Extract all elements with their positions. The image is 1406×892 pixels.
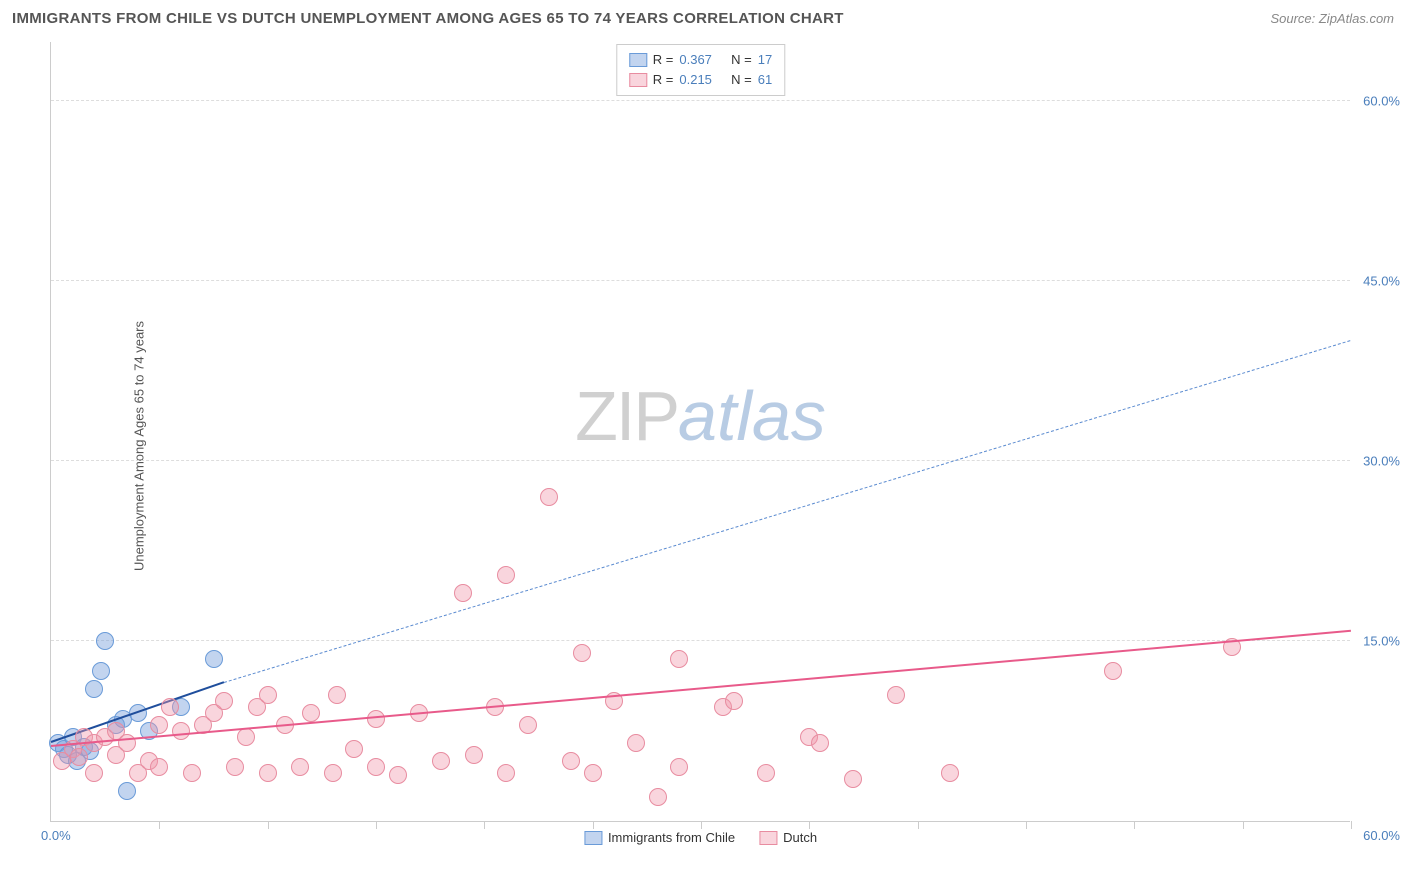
legend-stats-row-chile: R = 0.367 N = 17 <box>629 50 772 70</box>
scatter-point-chile <box>85 680 103 698</box>
scatter-point-dutch <box>237 728 255 746</box>
scatter-point-dutch <box>519 716 537 734</box>
swatch-chile-icon <box>629 53 647 67</box>
trend-line <box>51 629 1351 746</box>
x-axis-max-label: 60.0% <box>1363 828 1400 843</box>
legend-label-dutch: Dutch <box>783 830 817 845</box>
scatter-point-dutch <box>573 644 591 662</box>
scatter-point-dutch <box>259 764 277 782</box>
legend-stats-row-dutch: R = 0.215 N = 61 <box>629 70 772 90</box>
scatter-point-chile <box>92 662 110 680</box>
scatter-point-dutch <box>70 748 88 766</box>
scatter-point-dutch <box>562 752 580 770</box>
swatch-dutch-icon <box>629 73 647 87</box>
gridline <box>51 640 1350 641</box>
scatter-point-dutch <box>389 766 407 784</box>
x-tick <box>1134 821 1135 829</box>
scatter-point-dutch <box>183 764 201 782</box>
scatter-point-dutch <box>324 764 342 782</box>
r-label: R = <box>653 70 674 90</box>
n-label: N = <box>731 70 752 90</box>
gridline <box>51 460 1350 461</box>
x-tick <box>1026 821 1027 829</box>
legend-label-chile: Immigrants from Chile <box>608 830 735 845</box>
scatter-point-dutch <box>811 734 829 752</box>
r-value-dutch: 0.215 <box>679 70 712 90</box>
scatter-point-dutch <box>887 686 905 704</box>
scatter-point-dutch <box>725 692 743 710</box>
x-tick <box>268 821 269 829</box>
scatter-point-dutch <box>941 764 959 782</box>
watermark-atlas: atlas <box>678 377 826 455</box>
n-value-chile: 17 <box>758 50 772 70</box>
scatter-point-dutch <box>757 764 775 782</box>
watermark: ZIPatlas <box>575 376 826 456</box>
gridline <box>51 280 1350 281</box>
y-tick-label: 45.0% <box>1355 274 1400 289</box>
x-tick <box>1351 821 1352 829</box>
scatter-point-dutch <box>367 710 385 728</box>
scatter-point-dutch <box>259 686 277 704</box>
x-tick <box>159 821 160 829</box>
x-tick <box>376 821 377 829</box>
scatter-point-dutch <box>670 650 688 668</box>
scatter-point-chile <box>96 632 114 650</box>
gridline <box>51 100 1350 101</box>
scatter-point-dutch <box>497 566 515 584</box>
scatter-point-dutch <box>844 770 862 788</box>
x-tick <box>918 821 919 829</box>
scatter-point-dutch <box>172 722 190 740</box>
scatter-point-dutch <box>291 758 309 776</box>
scatter-point-dutch <box>584 764 602 782</box>
n-label: N = <box>731 50 752 70</box>
x-tick <box>593 821 594 829</box>
scatter-point-dutch <box>150 758 168 776</box>
x-axis-min-label: 0.0% <box>41 828 71 843</box>
scatter-point-dutch <box>367 758 385 776</box>
y-tick-label: 60.0% <box>1355 94 1400 109</box>
scatter-point-dutch <box>328 686 346 704</box>
scatter-point-dutch <box>540 488 558 506</box>
scatter-point-dutch <box>497 764 515 782</box>
legend-series: Immigrants from Chile Dutch <box>584 830 817 845</box>
title-bar: IMMIGRANTS FROM CHILE VS DUTCH UNEMPLOYM… <box>12 10 1394 27</box>
scatter-point-dutch <box>1104 662 1122 680</box>
scatter-point-dutch <box>85 764 103 782</box>
scatter-point-chile <box>118 782 136 800</box>
r-value-chile: 0.367 <box>679 50 712 70</box>
scatter-point-chile <box>205 650 223 668</box>
scatter-point-dutch <box>627 734 645 752</box>
source-attribution: Source: ZipAtlas.com <box>1270 11 1394 26</box>
scatter-point-dutch <box>150 716 168 734</box>
scatter-point-dutch <box>215 692 233 710</box>
y-tick-label: 15.0% <box>1355 634 1400 649</box>
swatch-chile-icon <box>584 831 602 845</box>
plot-area: ZIPatlas R = 0.367 N = 17 R = 0.215 N = … <box>50 42 1350 822</box>
scatter-point-dutch <box>345 740 363 758</box>
scatter-point-dutch <box>454 584 472 602</box>
scatter-point-dutch <box>302 704 320 722</box>
x-tick <box>1243 821 1244 829</box>
scatter-point-dutch <box>649 788 667 806</box>
legend-stats: R = 0.367 N = 17 R = 0.215 N = 61 <box>616 44 785 96</box>
scatter-point-dutch <box>226 758 244 776</box>
scatter-point-dutch <box>161 698 179 716</box>
n-value-dutch: 61 <box>758 70 772 90</box>
swatch-dutch-icon <box>759 831 777 845</box>
x-tick <box>484 821 485 829</box>
chart-title: IMMIGRANTS FROM CHILE VS DUTCH UNEMPLOYM… <box>12 10 844 27</box>
legend-item-dutch: Dutch <box>759 830 817 845</box>
x-tick <box>701 821 702 829</box>
legend-item-chile: Immigrants from Chile <box>584 830 735 845</box>
scatter-point-dutch <box>432 752 450 770</box>
watermark-zip: ZIP <box>575 377 678 455</box>
r-label: R = <box>653 50 674 70</box>
x-tick <box>809 821 810 829</box>
trend-line <box>224 340 1351 683</box>
scatter-point-dutch <box>670 758 688 776</box>
scatter-point-dutch <box>465 746 483 764</box>
y-tick-label: 30.0% <box>1355 454 1400 469</box>
